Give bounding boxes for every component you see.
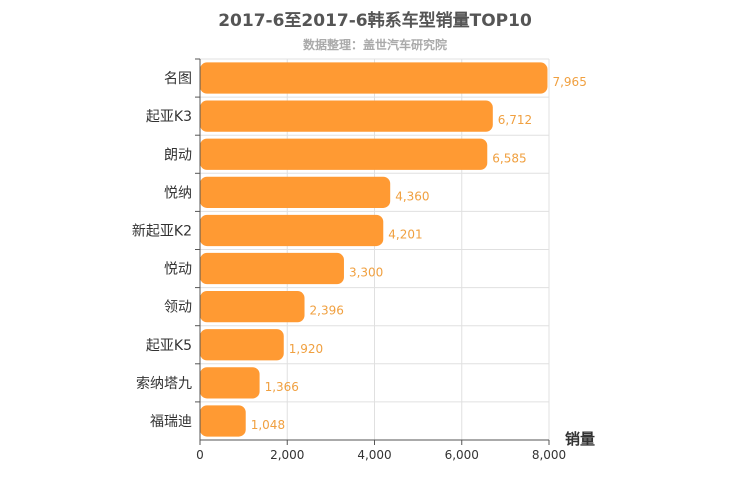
category-label: 福瑞迪	[150, 414, 192, 430]
value-label: 7,965	[552, 75, 586, 89]
value-label: 1,048	[251, 418, 285, 432]
value-label: 4,360	[395, 189, 429, 203]
value-label: 6,585	[492, 151, 526, 165]
bar-5[interactable]	[200, 214, 384, 247]
value-label: 4,201	[388, 227, 422, 241]
x-tick-label: 6,000	[445, 448, 479, 462]
category-label: 索纳塔九	[136, 375, 192, 392]
bar-8[interactable]	[200, 329, 284, 361]
bar-3[interactable]	[200, 138, 488, 170]
value-label: 2,396	[310, 304, 344, 318]
bar-9[interactable]	[200, 367, 260, 399]
x-tick-label: 2,000	[270, 448, 304, 462]
value-label: 6,712	[498, 113, 532, 127]
bar-10[interactable]	[200, 405, 246, 437]
category-label: 悦动	[164, 262, 192, 278]
category-label: 领动	[164, 300, 192, 316]
category-label: 名图	[164, 71, 192, 87]
bar-7[interactable]	[200, 291, 305, 323]
chart-subtitle: 数据整理：盖世汽车研究院	[302, 38, 447, 52]
category-label: 悦纳	[164, 185, 192, 201]
x-axis-title: 销量	[565, 430, 595, 448]
value-label: 3,300	[349, 266, 383, 280]
category-label: 新起亚K2	[132, 223, 192, 239]
chart-title: 2017-6至2017-6韩系车型销量TOP10	[218, 11, 532, 31]
bar-6[interactable]	[200, 252, 344, 285]
x-tick-label: 0	[196, 448, 204, 462]
x-tick-label: 4,000	[357, 448, 391, 462]
category-label: 起亚K5	[146, 338, 192, 354]
bar-4[interactable]	[200, 176, 391, 208]
category-label: 起亚K3	[146, 109, 192, 125]
x-tick-label: 8,000	[532, 448, 566, 462]
value-label: 1,366	[265, 380, 299, 394]
bar-2[interactable]	[200, 100, 493, 132]
bar-1[interactable]	[200, 62, 548, 94]
category-label: 朗动	[164, 147, 192, 163]
value-label: 1,920	[289, 342, 323, 356]
